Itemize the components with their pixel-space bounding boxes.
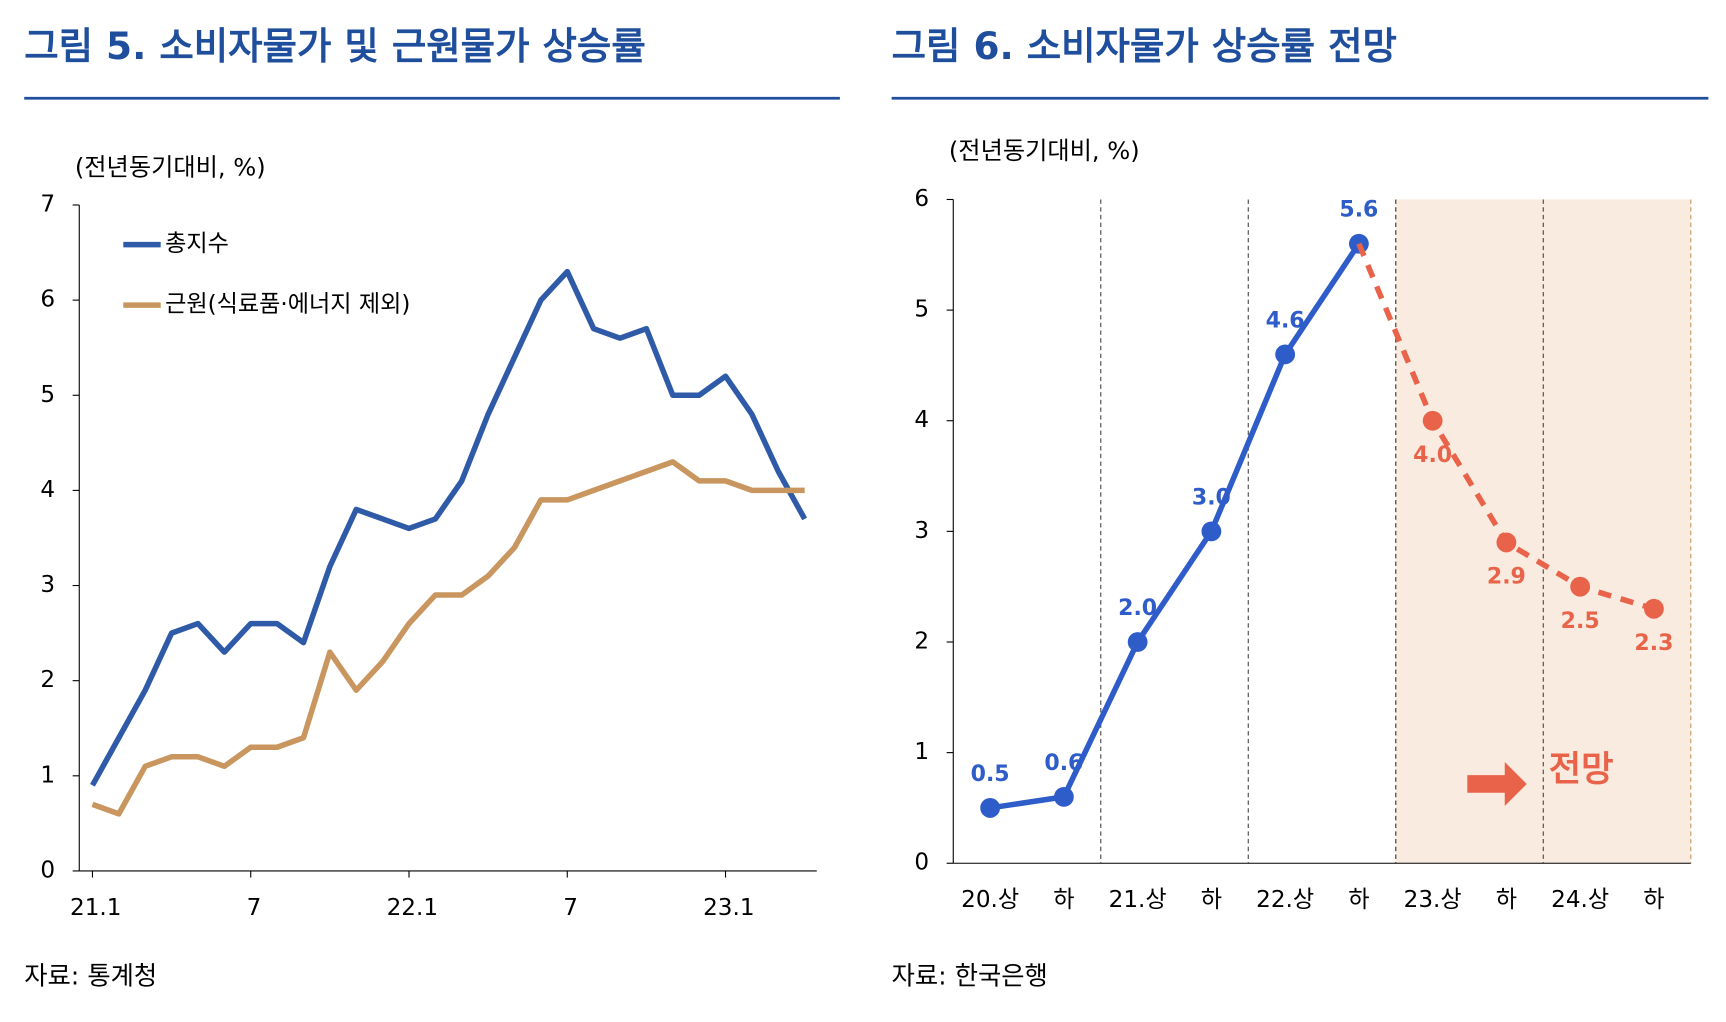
- line: [989, 242, 1362, 811]
- unit-label: (전년동기대비, %): [949, 137, 1140, 165]
- source: 자료: 한국은행: [892, 962, 1048, 991]
- point: [1643, 598, 1664, 619]
- chart-title: 그림 6. 소비자물가 상승률 전망: [892, 24, 1397, 68]
- y-tick-label: 5: [914, 297, 929, 323]
- chart-title: 그림 5. 소비자물가 및 근원물가 상승률: [24, 24, 646, 68]
- point: [980, 798, 1001, 818]
- x-tick-label: 23.1: [703, 895, 754, 921]
- y-tick-label: 1: [914, 739, 929, 765]
- unit-label: (전년동기대비, %): [75, 154, 266, 182]
- data-label: 3.0: [1192, 485, 1231, 510]
- data-label: 2.0: [1118, 596, 1157, 621]
- y-tick-label: 4: [40, 477, 55, 503]
- data-label: 4.6: [1266, 308, 1305, 333]
- y-tick-label: 2: [914, 628, 929, 654]
- data-label: 2.5: [1561, 609, 1600, 634]
- x-tick-label: 20.상: [961, 887, 1019, 913]
- data-label: 2.3: [1634, 631, 1673, 656]
- y-tick-label: 6: [914, 186, 929, 212]
- y-tick-label: 0: [40, 857, 55, 883]
- data-label: 0.5: [971, 762, 1010, 787]
- y-tick-label: 0: [914, 850, 929, 876]
- y-tick-label: 1: [40, 762, 55, 788]
- y-tick-label: 7: [40, 191, 55, 217]
- annotation: 전망: [1549, 749, 1614, 790]
- x-tick-label: 7: [247, 895, 262, 921]
- x-tick-label: 하: [1643, 887, 1664, 913]
- data-label: 2.9: [1487, 565, 1526, 590]
- point: [1127, 632, 1148, 652]
- annotation-arrow: [1467, 761, 1527, 807]
- point: [1570, 576, 1591, 597]
- y-tick-label: 6: [40, 287, 55, 313]
- x-tick-label: 7: [563, 895, 578, 921]
- x-tick-label: 하: [1496, 887, 1517, 913]
- line: [91, 459, 805, 817]
- legend-label: 총지수: [165, 231, 229, 257]
- point: [1496, 532, 1517, 553]
- y-tick-label: 3: [40, 572, 55, 598]
- x-tick-label: 하: [1348, 887, 1369, 913]
- point: [1053, 786, 1074, 807]
- y-tick-label: 2: [40, 667, 55, 693]
- data-label: 5.6: [1339, 198, 1378, 223]
- x-tick-label: 23.상: [1404, 887, 1462, 913]
- y-tick-label: 5: [40, 382, 55, 408]
- x-tick-label: 21.상: [1109, 887, 1167, 913]
- source: 자료: 통계청: [24, 962, 157, 991]
- point: [1275, 344, 1296, 365]
- x-tick-label: 24.상: [1551, 887, 1609, 913]
- x-tick-label: 하: [1053, 887, 1074, 913]
- line: [90, 268, 808, 787]
- legend-label: 근원(식료품·에너지 제외): [165, 292, 410, 318]
- x-tick-label: 22.1: [387, 895, 438, 921]
- data-label: 0.6: [1044, 751, 1083, 776]
- point: [1201, 521, 1222, 542]
- data-label: 4.0: [1413, 443, 1452, 468]
- point: [1422, 410, 1443, 431]
- x-tick-label: 21.1: [70, 895, 121, 921]
- x-tick-label: 22.상: [1256, 887, 1314, 913]
- y-tick-label: 3: [914, 518, 929, 544]
- y-tick-label: 4: [914, 407, 929, 433]
- x-tick-label: 하: [1201, 887, 1222, 913]
